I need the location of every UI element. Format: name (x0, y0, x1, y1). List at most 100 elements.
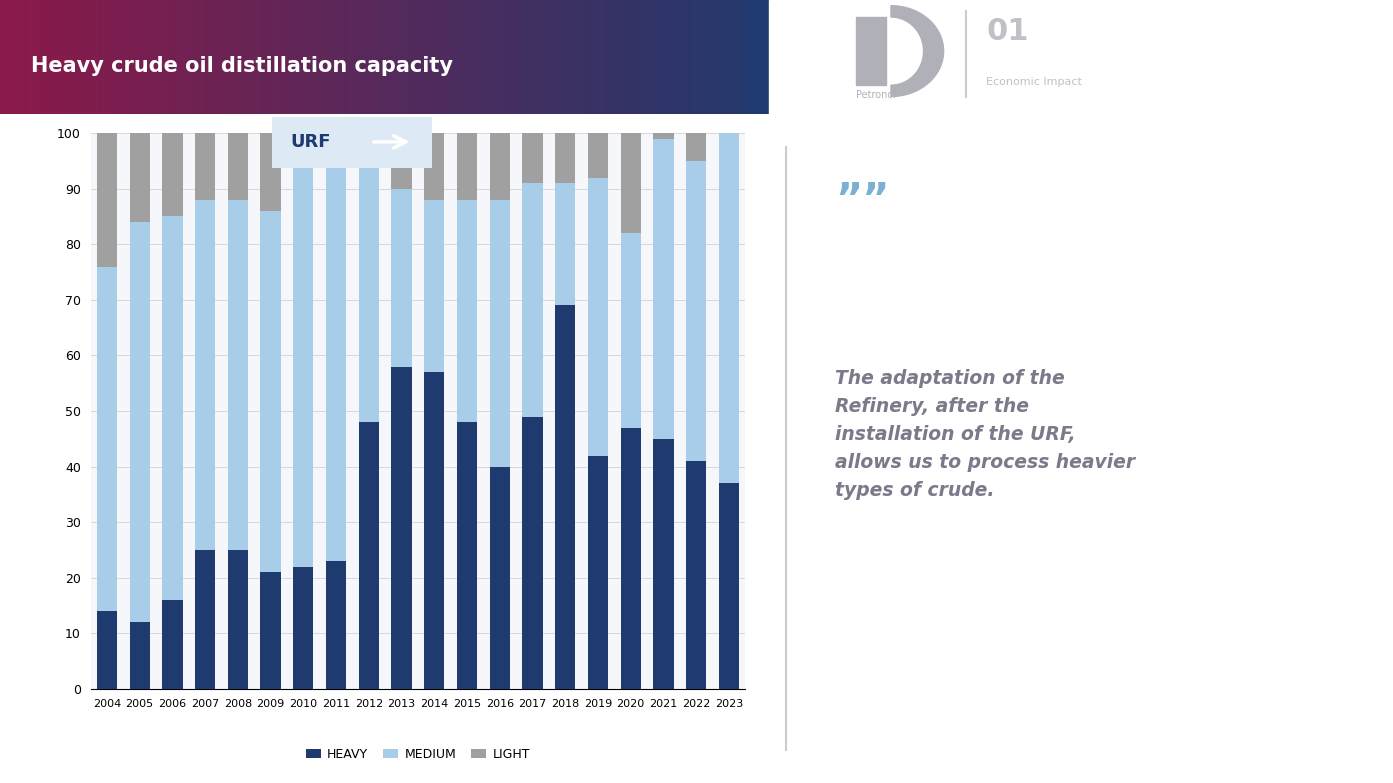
Bar (720, 0, 726, 114)
Bar (501, 0, 507, 114)
Polygon shape (855, 17, 886, 85)
Bar (241, 0, 248, 114)
Bar (609, 0, 614, 114)
Bar (162, 133, 182, 216)
Bar (181, 0, 187, 114)
Bar (98, 0, 103, 114)
Bar (653, 133, 674, 139)
Bar (362, 0, 368, 114)
Bar (742, 0, 749, 114)
Bar (38, 0, 43, 114)
Bar (539, 0, 545, 114)
Bar (4, 0, 11, 114)
Bar (260, 211, 281, 572)
Bar (450, 0, 457, 114)
Bar (96, 133, 117, 266)
Bar (227, 550, 248, 689)
Bar (506, 0, 513, 114)
Bar (464, 0, 471, 114)
Bar (107, 0, 113, 114)
Bar (423, 372, 444, 689)
Bar (130, 622, 150, 689)
Bar (199, 0, 206, 114)
Bar (776, 0, 781, 114)
Bar (96, 612, 117, 689)
Bar (380, 0, 387, 114)
Bar (469, 0, 475, 114)
Bar (645, 0, 652, 114)
Bar (554, 133, 575, 183)
Bar (784, 0, 791, 114)
Bar (766, 0, 772, 114)
Bar (617, 0, 624, 114)
Bar (734, 0, 740, 114)
Bar (219, 0, 224, 114)
Bar (293, 0, 298, 114)
Bar (446, 0, 451, 114)
Bar (603, 0, 610, 114)
Bar (316, 0, 322, 114)
Bar (334, 0, 340, 114)
Bar (561, 0, 568, 114)
Bar (269, 0, 276, 114)
Bar (227, 133, 248, 200)
Bar (534, 0, 540, 114)
Bar (139, 0, 145, 114)
Bar (589, 0, 596, 114)
Bar (780, 0, 786, 114)
Bar (157, 0, 164, 114)
Bar (719, 133, 740, 483)
Bar (260, 133, 281, 211)
Bar (14, 0, 20, 114)
Bar (525, 0, 531, 114)
Bar (474, 0, 479, 114)
Bar (423, 133, 444, 200)
Bar (655, 0, 660, 114)
Bar (488, 0, 493, 114)
Bar (121, 0, 127, 114)
Polygon shape (272, 117, 432, 168)
Bar (729, 0, 736, 114)
Bar (522, 133, 543, 183)
Bar (46, 0, 53, 114)
Bar (687, 0, 694, 114)
Bar (715, 0, 722, 114)
Bar (457, 200, 478, 422)
Text: URF: URF (291, 133, 332, 151)
Bar (489, 133, 510, 200)
Bar (162, 217, 182, 600)
Bar (306, 0, 312, 114)
Bar (400, 0, 405, 114)
Bar (311, 0, 318, 114)
Bar (391, 133, 412, 189)
Text: Petronor: Petronor (855, 90, 897, 100)
Bar (185, 0, 192, 114)
Bar (595, 0, 600, 114)
Bar (423, 200, 444, 372)
Bar (414, 0, 419, 114)
Ellipse shape (759, 0, 815, 170)
Bar (274, 0, 280, 114)
Bar (195, 200, 216, 550)
Bar (358, 0, 364, 114)
Bar (209, 0, 215, 114)
Bar (320, 0, 326, 114)
Bar (543, 0, 549, 114)
Bar (637, 0, 642, 114)
Bar (0, 0, 6, 114)
Bar (719, 483, 740, 689)
Bar (195, 0, 201, 114)
Bar (260, 572, 281, 689)
Bar (348, 0, 354, 114)
Bar (557, 0, 563, 114)
Bar (659, 0, 666, 114)
Bar (338, 0, 345, 114)
Bar (770, 0, 777, 114)
Bar (664, 0, 670, 114)
Bar (683, 0, 688, 114)
Bar (627, 0, 632, 114)
Bar (358, 422, 379, 689)
Bar (408, 0, 415, 114)
Bar (18, 0, 25, 114)
Bar (116, 0, 123, 114)
